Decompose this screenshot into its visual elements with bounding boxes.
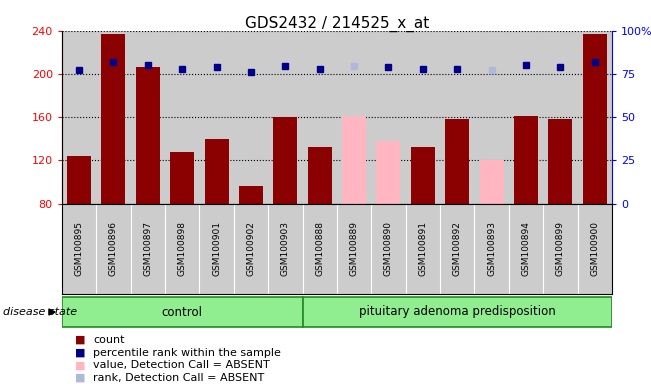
Text: ■: ■ [75,335,85,345]
Bar [583,34,607,204]
Text: GSM100902: GSM100902 [247,221,255,276]
Text: GSM100899: GSM100899 [556,221,565,276]
Bar [136,68,160,204]
Text: percentile rank within the sample: percentile rank within the sample [93,348,281,358]
Bar [514,116,538,204]
Bar [239,186,263,204]
Text: GSM100894: GSM100894 [521,221,531,276]
Text: GSM100898: GSM100898 [178,221,187,276]
Bar [376,141,400,204]
Text: GDS2432 / 214525_x_at: GDS2432 / 214525_x_at [245,15,429,31]
Bar [67,156,91,204]
Text: ■: ■ [75,373,85,383]
Bar [273,117,298,204]
Bar [303,297,612,327]
Bar [480,161,504,204]
Bar [342,116,366,204]
Text: ■: ■ [75,348,85,358]
Text: pituitary adenoma predisposition: pituitary adenoma predisposition [359,306,555,318]
Bar [204,139,229,204]
Text: GSM100892: GSM100892 [452,221,462,276]
Text: GSM100896: GSM100896 [109,221,118,276]
Text: GSM100901: GSM100901 [212,221,221,276]
Text: value, Detection Call = ABSENT: value, Detection Call = ABSENT [93,360,270,370]
Text: GSM100903: GSM100903 [281,221,290,276]
Bar [170,152,194,204]
Text: GSM100900: GSM100900 [590,221,600,276]
Bar [411,147,435,204]
Bar [102,34,126,204]
Bar [62,297,303,327]
Text: count: count [93,335,124,345]
Text: GSM100897: GSM100897 [143,221,152,276]
Text: disease state: disease state [3,307,77,317]
Text: GSM100895: GSM100895 [74,221,83,276]
Text: GSM100889: GSM100889 [350,221,359,276]
Text: GSM100893: GSM100893 [487,221,496,276]
Text: ■: ■ [75,360,85,370]
Text: GSM100888: GSM100888 [315,221,324,276]
Text: control: control [161,306,202,318]
Bar [548,119,572,204]
Bar [445,119,469,204]
Text: GSM100891: GSM100891 [419,221,427,276]
Bar [308,147,332,204]
Text: rank, Detection Call = ABSENT: rank, Detection Call = ABSENT [93,373,264,383]
Text: GSM100890: GSM100890 [384,221,393,276]
